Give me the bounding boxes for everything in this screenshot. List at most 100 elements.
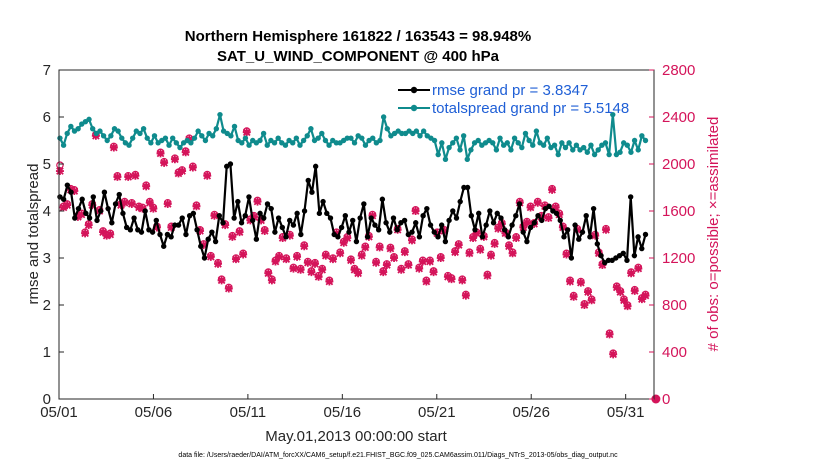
rmse-point [590,205,597,212]
totalspread-point [475,137,481,144]
totalspread-point [89,126,96,132]
rmse-point [268,205,274,212]
obs-assimilated-point [321,251,330,260]
y-left-tick-label: 0 [43,391,51,408]
totalspread-point [151,133,158,139]
rmse-point [109,220,115,226]
rmse-point [316,210,323,217]
totalspread-point [602,140,609,146]
obs-assimilated-point [285,231,294,240]
totalspread-point [86,116,92,123]
obs-assimilated-point [598,261,607,270]
totalspread-point [290,140,296,146]
rmse-point [305,177,311,184]
rmse-point [175,222,182,228]
totalspread-point [551,142,558,148]
totalspread-point [584,149,591,155]
totalspread-point [617,149,623,155]
rmse-point [576,236,582,242]
totalspread-point [442,156,449,162]
rmse-point [242,213,248,219]
totalspread-point [300,137,307,144]
rmse-point [353,238,360,245]
obs-assimilated-point [109,143,118,152]
rmse-point [379,196,386,202]
rmse-point [442,238,449,245]
obs-assimilated-point [271,257,280,266]
rmse-point [505,234,512,240]
rmse-point [235,198,241,205]
totalspread-point [460,133,467,139]
totalspread-point [515,140,521,146]
rmse-point [205,236,211,242]
axes: 0 1 2 3 4 5 6 7 0 400 800 1200 1600 2000 2400 2800 05/01… [40,62,695,421]
obs-assimilated-point [354,269,363,278]
totalspread-point [57,135,63,141]
obs-assimilated-point [476,245,485,254]
totalspread-point [322,137,329,144]
totalspread-point [591,151,598,158]
totalspread-point [137,130,143,137]
obs-assimilated-point [587,296,596,305]
obs-assimilated-point [372,258,381,267]
y-right-tick-label: 2800 [662,62,695,79]
totalspread-point [271,140,278,146]
totalspread-point [380,114,387,120]
rmse-point [453,215,460,221]
totalspread-point [195,128,201,134]
rmse-point [527,224,534,231]
obs-assimilated-point [106,230,115,239]
rmse-point [413,220,419,226]
rmse-point [487,208,493,214]
plot-frame [58,69,655,400]
rmse-point [409,229,415,235]
rmse-point [375,227,382,233]
rmse-point [594,241,601,247]
obs-assimilated-point [555,210,564,219]
obs-assimilated-point [548,185,557,194]
rmse-point [605,257,612,264]
obs-assimilated-point [249,212,258,221]
obs-assimilated-point [350,265,359,274]
y-right-tick-label: 400 [662,344,687,361]
rmse-point [468,213,475,219]
rmse-point [498,215,504,221]
obs-assimilated-point [203,171,212,180]
totalspread-point [631,137,638,144]
totalspread-point [348,135,354,141]
totalspread-point [293,135,300,141]
rmse-point [627,194,634,200]
obs-assimilated-point [404,261,413,270]
totalspread-point [490,140,496,146]
totalspread-point [100,133,107,139]
obs-assimilated-point [544,214,553,223]
rmse-point [401,217,408,224]
totalspread-point [326,142,332,148]
obs-assimilated-point [221,221,230,230]
totalspread-point [119,135,125,141]
rmse-point [427,222,434,228]
obs-assimilated-point [562,250,571,259]
chart-title: Northern Hemisphere 161822 / 163543 = 98… [185,28,531,45]
rmse-point [476,210,482,217]
obs-assimilated-point [637,295,646,304]
totalspread-point [504,140,510,146]
obs-assimilated-point [81,229,90,238]
totalspread-point [642,137,649,144]
rmse-point [568,255,575,261]
rmse-point [179,215,185,221]
obs-assimilated-point [566,277,575,286]
obs-assimilated-point [436,254,445,262]
x-tick-label: 05/26 [512,404,550,421]
totalspread-point [308,126,314,132]
obs-assimilated-point [63,201,72,210]
totalspread-point [191,135,198,141]
totalspread-point [97,128,103,134]
y-right-tick-label: 0 [662,391,670,408]
rmse-point [583,213,589,219]
x-tick-label: 05/11 [230,404,266,421]
totalspread-point [231,123,238,130]
rmse-point [335,234,341,240]
